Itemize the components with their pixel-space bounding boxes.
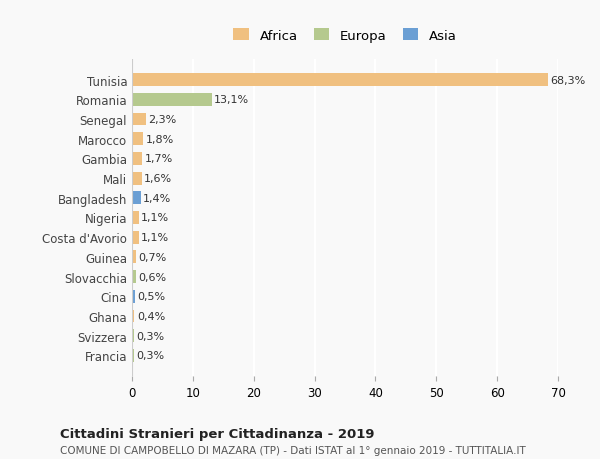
Bar — [132, 310, 134, 323]
Bar — [132, 349, 134, 362]
Text: 0,7%: 0,7% — [139, 252, 167, 263]
Bar — [132, 290, 135, 303]
Bar — [132, 271, 136, 283]
Bar — [132, 153, 142, 165]
Text: 0,5%: 0,5% — [137, 291, 166, 302]
Bar — [132, 192, 140, 205]
Bar — [132, 172, 142, 185]
Bar — [132, 251, 136, 264]
Bar — [132, 113, 146, 126]
Text: 1,1%: 1,1% — [141, 233, 169, 243]
Bar — [132, 231, 139, 244]
Legend: Africa, Europa, Asia: Africa, Europa, Asia — [229, 25, 461, 46]
Bar — [132, 212, 139, 224]
Text: Cittadini Stranieri per Cittadinanza - 2019: Cittadini Stranieri per Cittadinanza - 2… — [60, 427, 374, 440]
Text: 2,3%: 2,3% — [148, 115, 176, 125]
Bar — [132, 74, 548, 87]
Text: 1,7%: 1,7% — [145, 154, 173, 164]
Text: 0,4%: 0,4% — [137, 311, 165, 321]
Text: 1,6%: 1,6% — [144, 174, 172, 184]
Text: 0,6%: 0,6% — [138, 272, 166, 282]
Text: 0,3%: 0,3% — [136, 351, 164, 361]
Bar — [132, 133, 143, 146]
Bar — [132, 94, 212, 106]
Text: 13,1%: 13,1% — [214, 95, 249, 105]
Text: 0,3%: 0,3% — [136, 331, 164, 341]
Text: 68,3%: 68,3% — [550, 75, 586, 85]
Text: 1,8%: 1,8% — [145, 134, 173, 145]
Text: COMUNE DI CAMPOBELLO DI MAZARA (TP) - Dati ISTAT al 1° gennaio 2019 - TUTTITALIA: COMUNE DI CAMPOBELLO DI MAZARA (TP) - Da… — [60, 445, 526, 455]
Text: 1,4%: 1,4% — [143, 193, 171, 203]
Bar — [132, 330, 134, 342]
Text: 1,1%: 1,1% — [141, 213, 169, 223]
